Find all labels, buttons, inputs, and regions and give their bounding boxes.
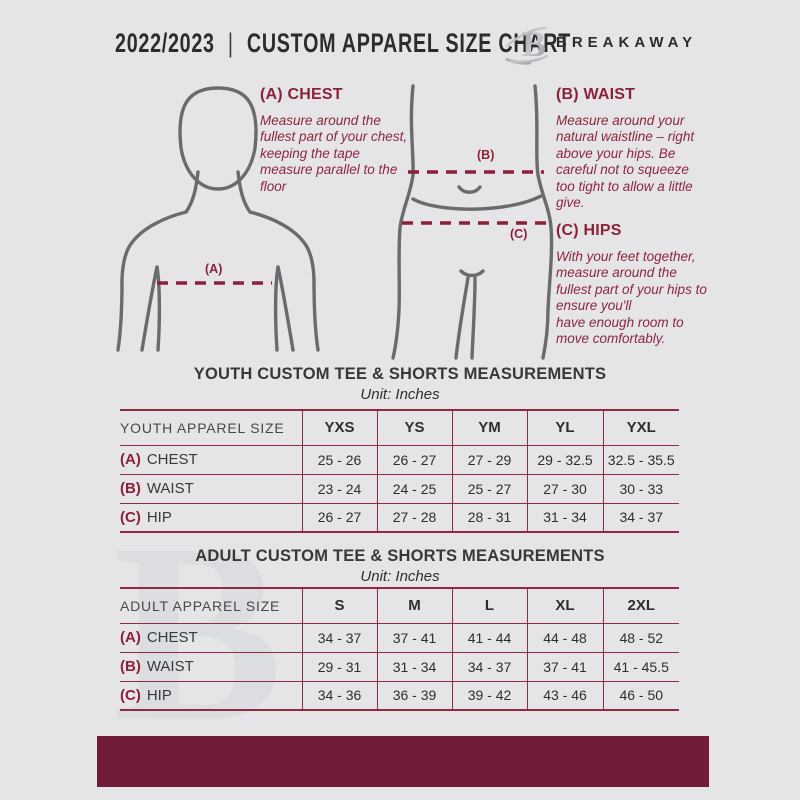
hips-instruction-text: With your feet together, measure around … xyxy=(556,249,707,347)
table-cell: 48 - 52 xyxy=(602,623,679,652)
table-row: (A) CHEST 34 - 37 37 - 41 41 - 44 44 - 48… xyxy=(120,623,679,652)
table-row: (C) HIP 34 - 36 36 - 39 39 - 42 43 - 46 4… xyxy=(120,681,679,710)
table-row: (B) WAIST 29 - 31 31 - 34 34 - 37 37 - 41… xyxy=(120,652,679,681)
column-header: YOUTH APPAREL SIZE xyxy=(120,419,285,436)
table-cell: 27 - 28 xyxy=(376,503,452,532)
table-row: (A) CHEST 25 - 26 26 - 27 27 - 29 29 - 32… xyxy=(120,445,679,474)
column-header: S xyxy=(301,588,377,623)
row-label: CHEST xyxy=(146,451,198,468)
brand-watermark-letter: B xyxy=(113,492,284,774)
table-row: (B) WAIST 23 - 24 24 - 25 25 - 27 27 - 30… xyxy=(120,474,679,503)
adult-section-title: ADULT CUSTOM TEE & SHORTS MEASUREMENTS xyxy=(195,547,605,565)
table-cell: 26 - 27 xyxy=(376,445,452,474)
column-header: M xyxy=(376,588,452,623)
table-cell: 29 - 31 xyxy=(301,652,377,681)
hip-crease xyxy=(411,194,543,211)
table-cell: 39 - 42 xyxy=(451,681,527,710)
table-cell: 37 - 41 xyxy=(376,623,452,652)
table-cell: 44 - 48 xyxy=(526,623,603,652)
waist-instruction: (B) WAIST Measure around your natural wa… xyxy=(556,86,698,212)
chest-instruction-text: Measure around the fullest part of your … xyxy=(260,113,408,194)
adult-unit-label: Unit: Inches xyxy=(360,568,440,585)
youth-unit-label: Unit: Inches xyxy=(360,386,440,403)
row-label: WAIST xyxy=(146,658,194,675)
table-row: (C) HIP 26 - 27 27 - 28 28 - 31 31 - 34 3… xyxy=(120,503,679,532)
table-cell: 25 - 27 xyxy=(451,474,527,503)
row-label: HIP xyxy=(146,508,172,526)
youth-size-table: YOUTH APPAREL SIZE YXS YS YM YL YXL (A) C… xyxy=(120,409,679,533)
row-prefix: (B) xyxy=(120,658,141,675)
row-label: WAIST xyxy=(146,480,194,497)
hips-instruction: (C) HIPS With your feet together, measur… xyxy=(556,222,708,348)
column-header: ADULT APPAREL SIZE xyxy=(120,597,281,614)
table-cell: 34 - 36 xyxy=(301,681,377,710)
row-label: HIP xyxy=(146,686,172,704)
table-cell: 28 - 31 xyxy=(451,503,527,532)
table-cell: 43 - 46 xyxy=(526,681,603,710)
table-cell: 30 - 33 xyxy=(602,474,679,503)
column-header: YL xyxy=(526,410,603,445)
column-header: YS xyxy=(376,410,452,445)
table-cell: 41 - 44 xyxy=(451,623,527,652)
table-cell: 29 - 32.5 xyxy=(526,445,603,474)
table-cell: 24 - 25 xyxy=(376,474,452,503)
title-divider: | xyxy=(227,28,234,58)
adult-size-table: ADULT APPAREL SIZE S M L XL 2XL (A) CHEST… xyxy=(120,587,679,711)
table-cell: 31 - 34 xyxy=(526,503,603,532)
season-label: 2022/2023 xyxy=(115,28,215,58)
column-header: 2XL xyxy=(602,588,679,623)
waist-line-label: (B) xyxy=(477,148,495,162)
footer-accent-bar xyxy=(97,736,709,787)
waist-instruction-text: Measure around your natural waistline – … xyxy=(556,113,695,211)
title-text: CUSTOM APPAREL SIZE CHART xyxy=(246,28,572,58)
hips-instruction-heading: (C) HIPS xyxy=(556,222,622,239)
table-cell: 26 - 27 xyxy=(301,503,377,532)
row-prefix: (A) xyxy=(120,629,141,646)
table-cell: 32.5 - 35.5 xyxy=(602,445,679,474)
table-cell: 25 - 26 xyxy=(301,445,377,474)
table-cell: 34 - 37 xyxy=(451,652,527,681)
row-prefix: (A) xyxy=(120,451,141,468)
table-cell: 36 - 39 xyxy=(376,681,452,710)
head-outline xyxy=(178,86,258,191)
lower-body-figure xyxy=(391,84,554,360)
page-title: 2022/2023 | CUSTOM APPAREL SIZE CHART xyxy=(115,28,571,59)
navel-mark xyxy=(457,185,482,194)
row-label: CHEST xyxy=(146,629,198,646)
youth-header-row: YOUTH APPAREL SIZE YXS YS YM YL YXL xyxy=(120,410,679,445)
chest-line-label: (A) xyxy=(205,262,223,276)
youth-section-title: YOUTH CUSTOM TEE & SHORTS MEASUREMENTS xyxy=(193,365,607,383)
table-cell: 34 - 37 xyxy=(602,503,679,532)
adult-header-row: ADULT APPAREL SIZE S M L XL 2XL xyxy=(120,588,679,623)
waist-instruction-heading: (B) WAIST xyxy=(556,86,636,103)
column-header: XL xyxy=(526,588,603,623)
table-cell: 41 - 45.5 xyxy=(602,652,679,681)
hips-line-label: (C) xyxy=(510,227,528,241)
column-header: YXL xyxy=(602,410,679,445)
column-header: YXS xyxy=(301,410,377,445)
table-cell: 31 - 34 xyxy=(376,652,452,681)
chest-instruction: (A) CHEST Measure around the fullest par… xyxy=(260,86,408,195)
table-cell: 34 - 37 xyxy=(301,623,377,652)
row-prefix: (B) xyxy=(120,480,141,497)
brand-name: BREAKAWAY xyxy=(556,34,698,51)
column-header: L xyxy=(451,588,527,623)
chest-instruction-heading: (A) CHEST xyxy=(260,86,343,103)
table-cell: 27 - 30 xyxy=(526,474,603,503)
breakaway-b-logo-icon: B xyxy=(505,24,549,65)
table-cell: 27 - 29 xyxy=(451,445,527,474)
table-cell: 37 - 41 xyxy=(526,652,603,681)
upper-body-figure xyxy=(116,86,320,352)
row-prefix: (C) xyxy=(120,508,141,526)
column-header: YM xyxy=(451,410,527,445)
table-cell: 23 - 24 xyxy=(301,474,377,503)
row-prefix: (C) xyxy=(120,686,141,704)
table-cell: 46 - 50 xyxy=(602,681,679,710)
